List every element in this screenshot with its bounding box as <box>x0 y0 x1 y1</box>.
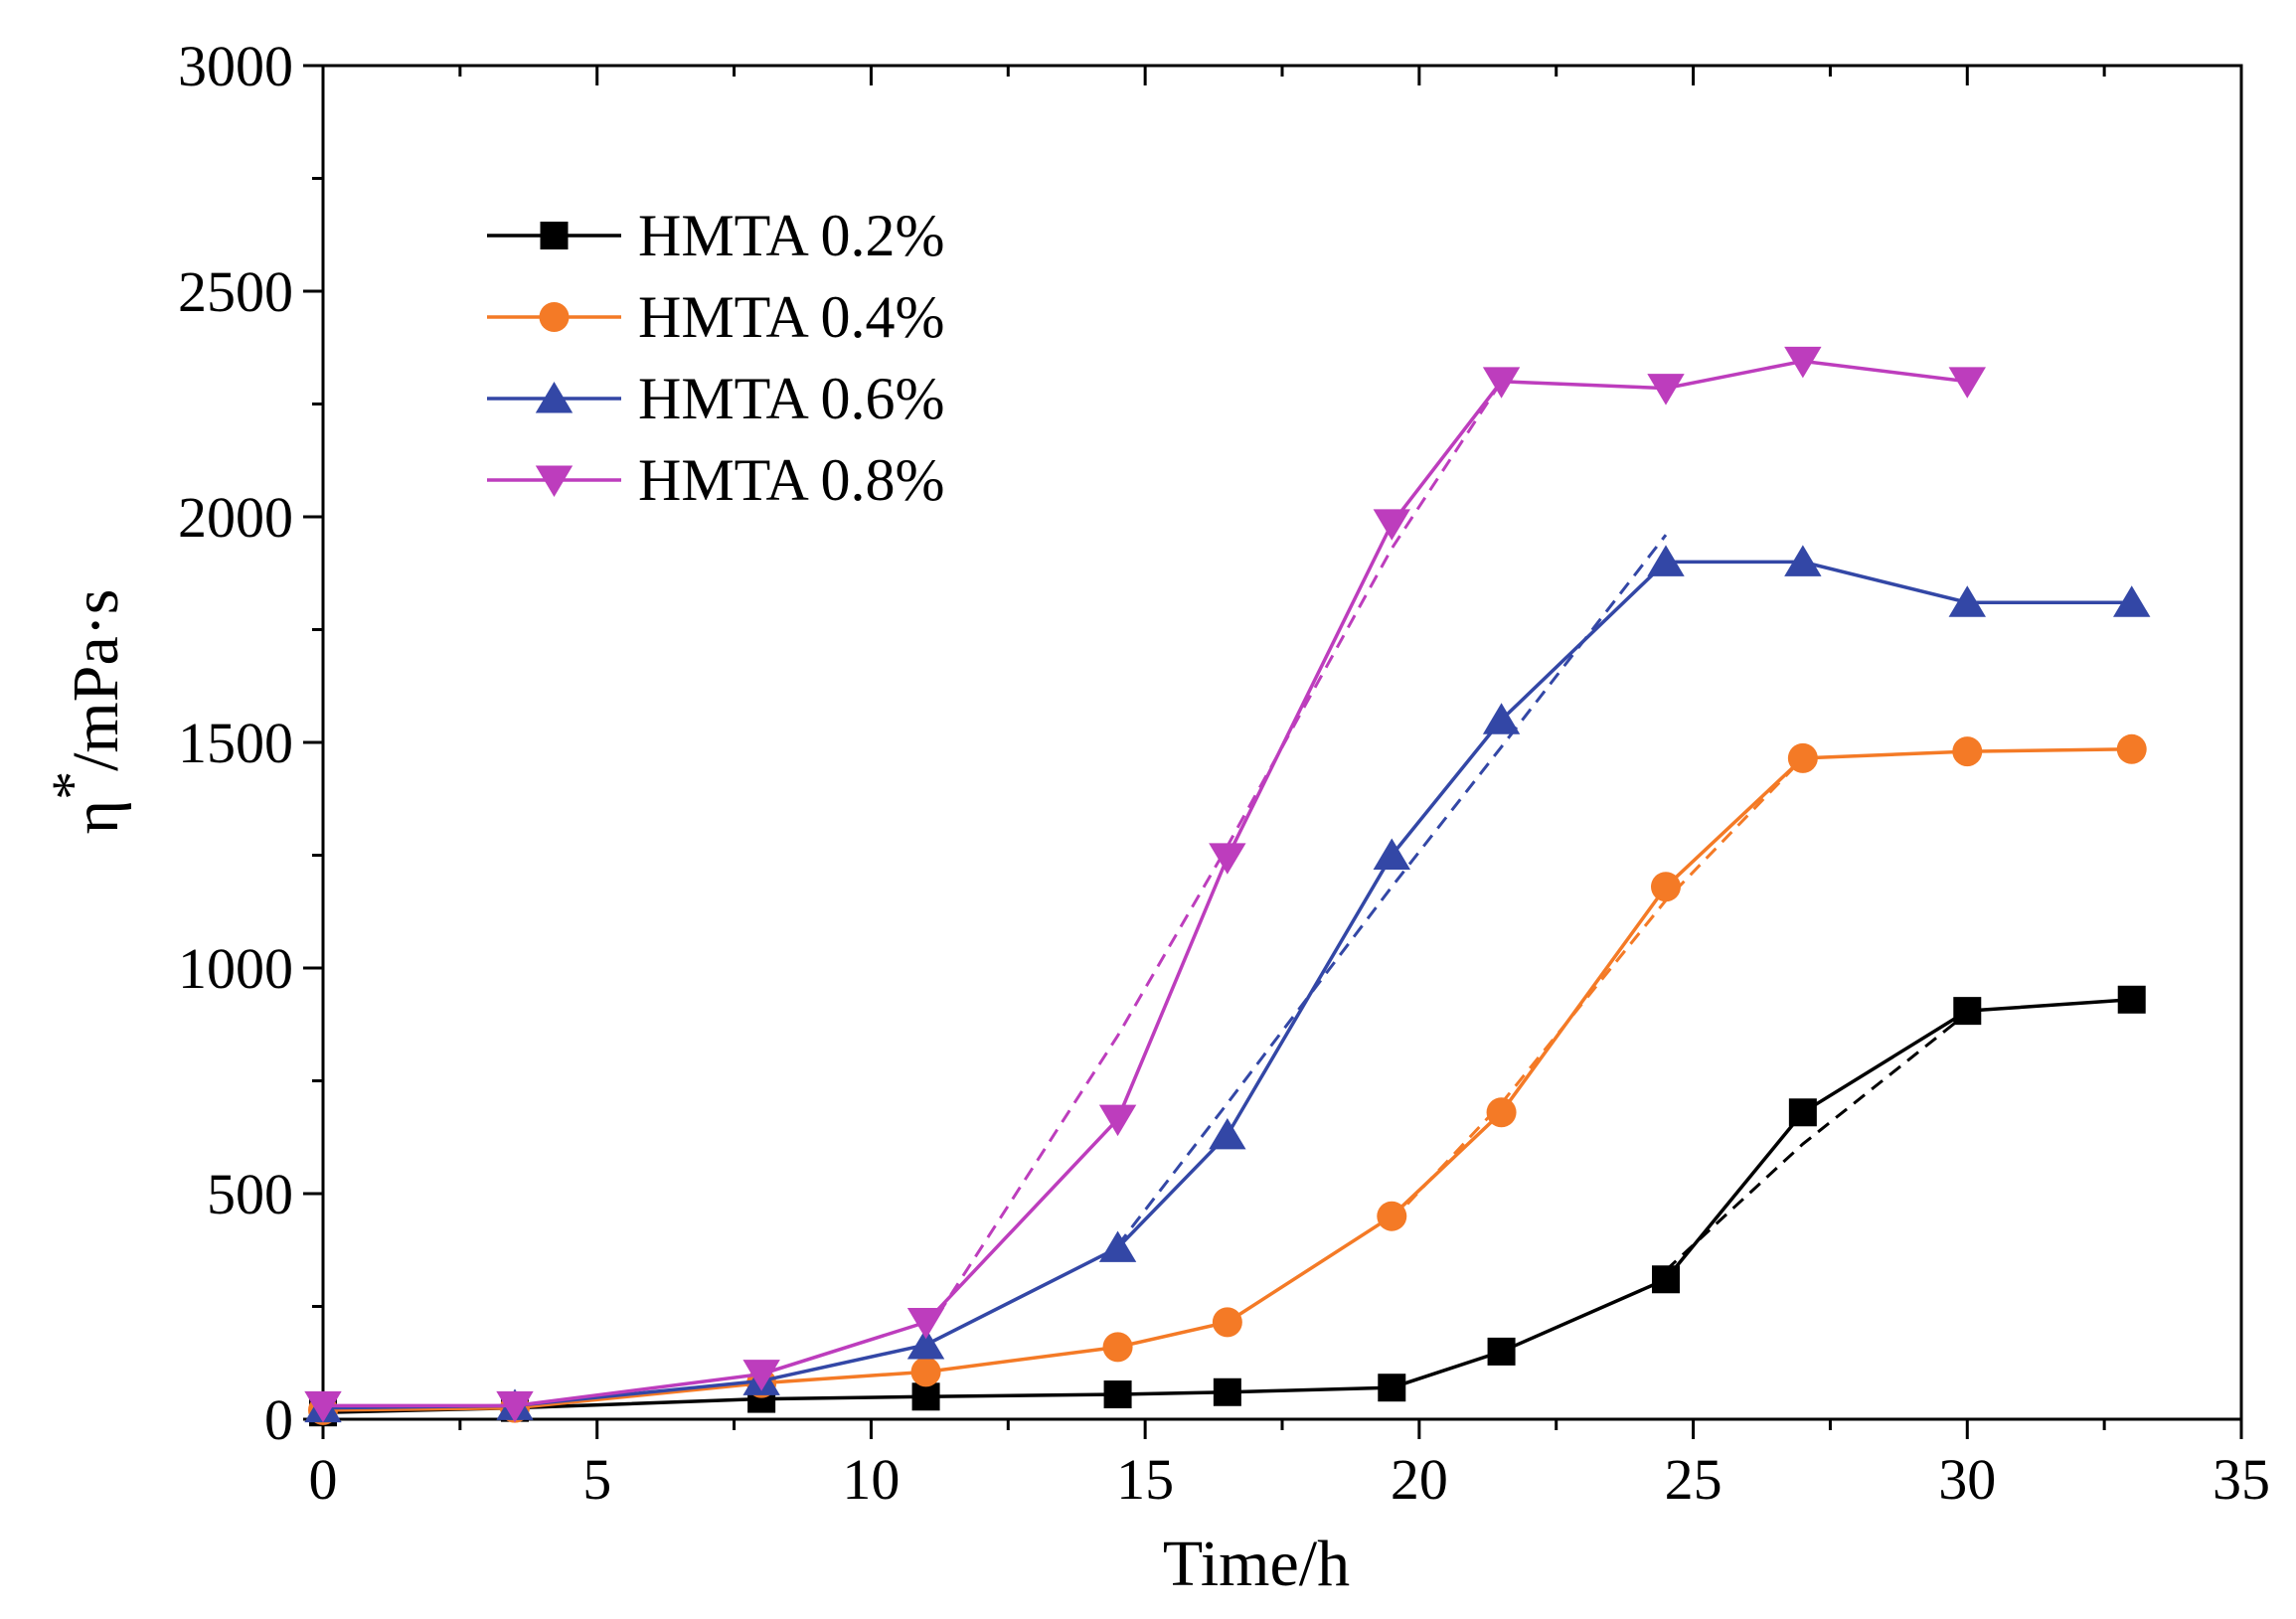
series-line <box>322 747 2132 1412</box>
legend-marker <box>539 302 570 332</box>
data-point <box>1788 1098 1817 1127</box>
data-point <box>1103 1380 1132 1409</box>
data-point <box>1784 346 1822 379</box>
legend-marker <box>540 222 569 249</box>
y-tick-label: 3000 <box>178 34 293 98</box>
legend-marker <box>535 382 574 413</box>
data-point <box>1647 545 1685 576</box>
x-axis-ticks: 0 5 10 15 20 25 30 35 <box>309 66 2270 1512</box>
y-axis-title-symbol: η <box>60 800 132 835</box>
legend-label: HMTA 0.4% <box>638 284 945 350</box>
data-point <box>906 1328 945 1360</box>
data-point <box>1487 1337 1516 1366</box>
data-point <box>742 1360 780 1391</box>
fit-line <box>1664 1012 1969 1272</box>
data-point <box>1209 843 1246 875</box>
data-point <box>1212 1307 1242 1338</box>
data-point <box>1948 367 1986 399</box>
x-tick-label: 25 <box>1665 1447 1722 1512</box>
x-tick-label: 20 <box>1391 1447 1448 1512</box>
series-4 <box>304 346 1986 1423</box>
data-point <box>1482 367 1521 399</box>
series-line <box>322 998 2132 1414</box>
series-3 <box>304 534 2151 1423</box>
data-point <box>496 1390 534 1423</box>
legend: HMTA 0.2% HMTA 0.4% HMTA 0.6% HMTA 0.8% <box>487 203 945 513</box>
legend-label: HMTA 0.2% <box>638 203 945 268</box>
data-point <box>1953 997 1982 1026</box>
series-line <box>322 560 2132 1410</box>
legend-item: HMTA 0.4% <box>487 284 945 350</box>
legend-marker <box>535 465 574 497</box>
legend-label: HMTA 0.8% <box>638 447 945 513</box>
data-point <box>1651 872 1681 902</box>
data-point <box>304 1390 342 1423</box>
legend-item: HMTA 0.8% <box>487 447 945 513</box>
data-point <box>1213 1377 1241 1406</box>
legend-item: HMTA 0.2% <box>487 203 945 268</box>
data-point <box>1652 1265 1680 1294</box>
y-axis-title-superscript: * <box>40 771 104 800</box>
data-point <box>1486 1097 1517 1128</box>
series-layer <box>304 346 2151 1427</box>
data-point <box>1952 736 1983 767</box>
legend-label: HMTA 0.6% <box>638 366 945 431</box>
data-point <box>1098 1230 1137 1262</box>
data-point <box>2117 985 2146 1014</box>
legend-item: HMTA 0.6% <box>487 366 945 431</box>
data-point <box>1373 838 1410 870</box>
data-point <box>1098 1104 1137 1137</box>
x-tick-label: 5 <box>582 1447 611 1512</box>
data-point <box>1784 545 1822 576</box>
y-tick-label: 0 <box>264 1387 293 1452</box>
data-point <box>906 1307 945 1340</box>
y-axis-title: η*/mPa·s <box>40 589 132 835</box>
y-axis-title-unit: /mPa·s <box>60 589 132 771</box>
data-point <box>1209 1117 1246 1150</box>
data-point <box>1482 703 1521 734</box>
x-tick-label: 35 <box>2213 1447 2270 1512</box>
data-point <box>911 1382 940 1411</box>
data-point <box>1102 1332 1133 1363</box>
data-point <box>2113 585 2151 617</box>
x-axis-title: Time/h <box>1163 1528 1350 1600</box>
data-point <box>910 1357 941 1387</box>
data-point <box>2116 733 2147 764</box>
x-tick-label: 0 <box>309 1447 338 1512</box>
data-point <box>1787 742 1818 773</box>
x-tick-label: 30 <box>1938 1447 1996 1512</box>
x-tick-label: 15 <box>1116 1447 1174 1512</box>
y-tick-label: 500 <box>207 1162 293 1226</box>
data-point <box>1373 509 1410 541</box>
y-tick-label: 2500 <box>178 259 293 324</box>
fit-line <box>1116 534 1668 1247</box>
data-point <box>1378 1374 1406 1402</box>
data-point <box>1377 1201 1407 1231</box>
data-point <box>1647 374 1685 405</box>
y-tick-label: 1500 <box>178 711 293 775</box>
y-axis-ticks: 0 500 1000 1500 2000 2500 3000 <box>178 34 323 1452</box>
y-tick-label: 1000 <box>178 936 293 1001</box>
y-tick-label: 2000 <box>178 485 293 550</box>
data-point <box>1948 585 1986 617</box>
x-tick-label: 10 <box>842 1447 900 1512</box>
